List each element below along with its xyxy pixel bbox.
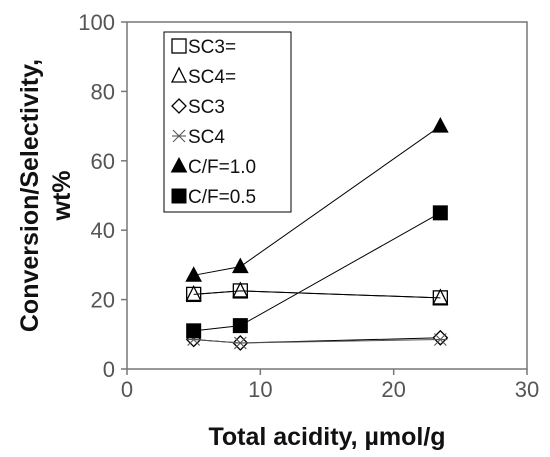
data-point [432, 329, 449, 346]
legend-label: SC3= [188, 37, 236, 58]
legend-marker [171, 188, 187, 204]
series-c-f-0-5 [186, 205, 448, 339]
legend-marker [170, 156, 188, 173]
data-point [232, 281, 249, 298]
legend-item: SC3 [171, 97, 225, 118]
y-tick-label: 100 [78, 10, 115, 35]
y-axis-title-line-1: Conversion/Selectivity, [16, 59, 44, 332]
legend-marker [172, 129, 186, 143]
data-point [431, 117, 449, 133]
legend-box [163, 31, 292, 213]
series-line [193, 290, 441, 299]
series-c-f-1-0 [185, 117, 449, 282]
x-tick-label: 20 [381, 377, 405, 402]
data-point [185, 266, 203, 282]
legend-item: SC4= [170, 66, 236, 88]
y-tick-label: 20 [91, 288, 115, 313]
series-line [193, 212, 441, 332]
series-sc4 [185, 281, 449, 305]
data-point [186, 323, 202, 339]
legend: SC3= SC4= SC3 SC4 C/F=1.0 C/F=0.5 [163, 31, 292, 213]
legend-label: C/F=1.0 [188, 157, 256, 178]
x-axis-title: Total acidity, µmol/g [208, 423, 445, 451]
data-point [231, 257, 249, 274]
x-tick-label: 30 [515, 377, 539, 402]
x-tick-label: 10 [248, 377, 272, 402]
legend-item: C/F=0.5 [171, 187, 256, 208]
y-tick-label: 80 [91, 79, 115, 104]
x-tick-label: 0 [121, 377, 133, 402]
legend-label: SC3 [188, 97, 225, 118]
legend-marker [171, 38, 187, 54]
legend-label: SC4 [188, 127, 225, 148]
data-point [232, 318, 248, 334]
series-sc3 [186, 283, 448, 306]
legend-item: SC3= [171, 37, 236, 58]
y-tick-label: 40 [91, 218, 115, 243]
legend-marker [171, 98, 187, 114]
plot-frame [126, 21, 528, 370]
y-axis-title-line-2: wt% [48, 171, 76, 222]
data-point [185, 284, 202, 302]
series-sc4 [186, 333, 448, 350]
series-layer [185, 117, 449, 351]
series-line [193, 339, 441, 344]
data-point [432, 205, 448, 221]
data-point [432, 288, 449, 305]
legend-item: C/F=1.0 [170, 156, 256, 178]
legend-label: C/F=0.5 [188, 187, 256, 208]
y-tick-label: 0 [103, 357, 115, 382]
legend-item: SC4 [172, 127, 225, 148]
ticks-layer: 0 10 20 30 0 20 40 60 80 100 [78, 10, 539, 402]
data-point [233, 336, 248, 350]
data-point [433, 333, 448, 346]
y-tick-label: 60 [91, 149, 115, 174]
plot-area-border [126, 21, 528, 370]
legend-label: SC4= [188, 67, 236, 88]
legend-marker [170, 66, 188, 83]
